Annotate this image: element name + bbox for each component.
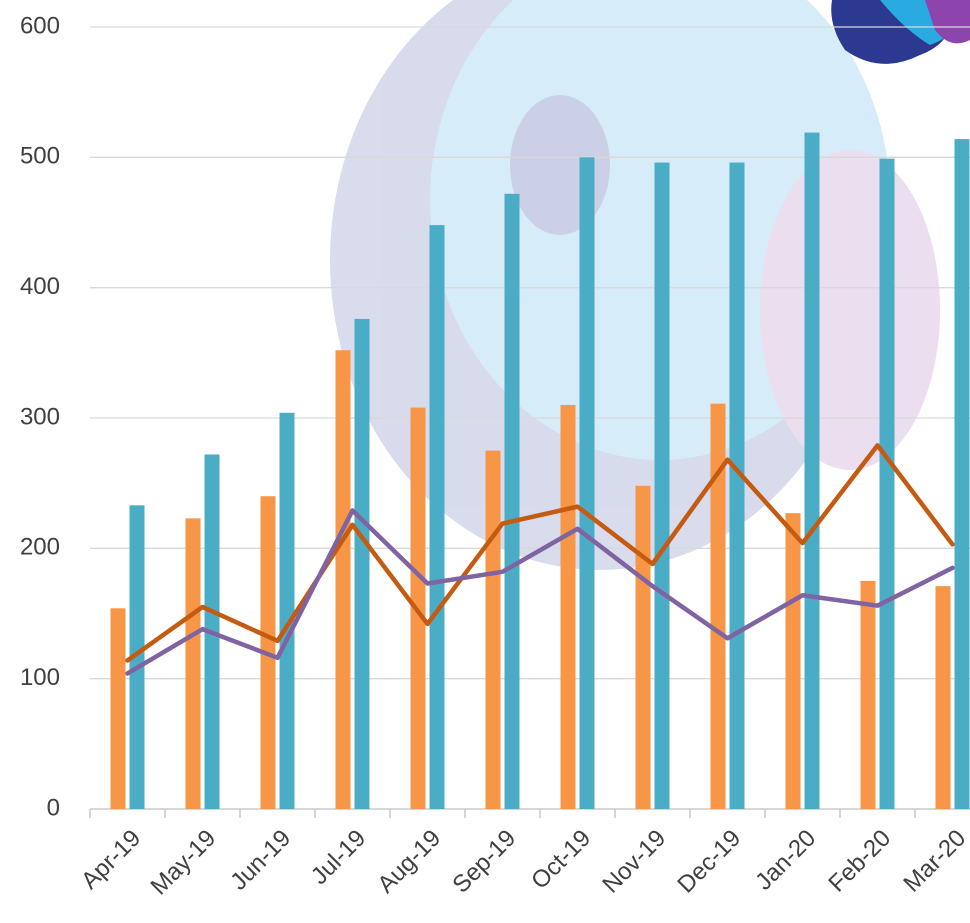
bar: [936, 586, 951, 809]
watermark-shape: [760, 150, 940, 470]
bar: [655, 163, 670, 809]
x-tick-label: Jul-19: [306, 825, 371, 890]
x-tick-label: Sep-19: [447, 825, 521, 899]
y-tick-label: 100: [20, 664, 60, 691]
bar: [580, 157, 595, 809]
x-tick-label: May-19: [146, 825, 222, 901]
x-tick-label: Feb-20: [823, 825, 896, 898]
bar: [111, 608, 126, 809]
x-tick-label: Jan-20: [750, 825, 821, 896]
x-tick-label: Nov-19: [597, 825, 671, 899]
bar: [880, 159, 895, 809]
bar: [730, 163, 745, 809]
bar: [430, 225, 445, 809]
bar: [861, 581, 876, 809]
y-tick-label: 600: [20, 12, 60, 39]
bar: [505, 194, 520, 809]
y-tick-label: 200: [20, 534, 60, 561]
logo: [831, 0, 970, 64]
watermark-shape: [510, 95, 610, 235]
y-tick-label: 300: [20, 403, 60, 430]
bar: [561, 405, 576, 809]
bar: [786, 513, 801, 809]
bar: [186, 518, 201, 809]
x-tick-label: Apr-19: [76, 825, 146, 895]
bar: [280, 413, 295, 809]
y-tick-label: 500: [20, 143, 60, 170]
x-tick-label: Dec-19: [672, 825, 746, 899]
bar: [955, 139, 970, 809]
y-tick-label: 0: [47, 794, 60, 821]
bar: [805, 133, 820, 809]
x-tick-label: Mar-20: [898, 825, 970, 898]
x-tick-label: Aug-19: [372, 825, 446, 899]
page: {"chart_data": {"type": "combo", "catego…: [0, 0, 970, 923]
x-tick-label: Jun-19: [225, 825, 296, 896]
y-tick-label: 400: [20, 273, 60, 300]
bar: [336, 350, 351, 809]
chart: 0 100 200 300 400 500 600 Apr-19May-19Jun-19Jul…: [0, 0, 970, 923]
bar: [355, 319, 370, 809]
x-tick-label: Oct-19: [526, 825, 596, 895]
bar: [636, 486, 651, 809]
bar: [486, 451, 501, 809]
